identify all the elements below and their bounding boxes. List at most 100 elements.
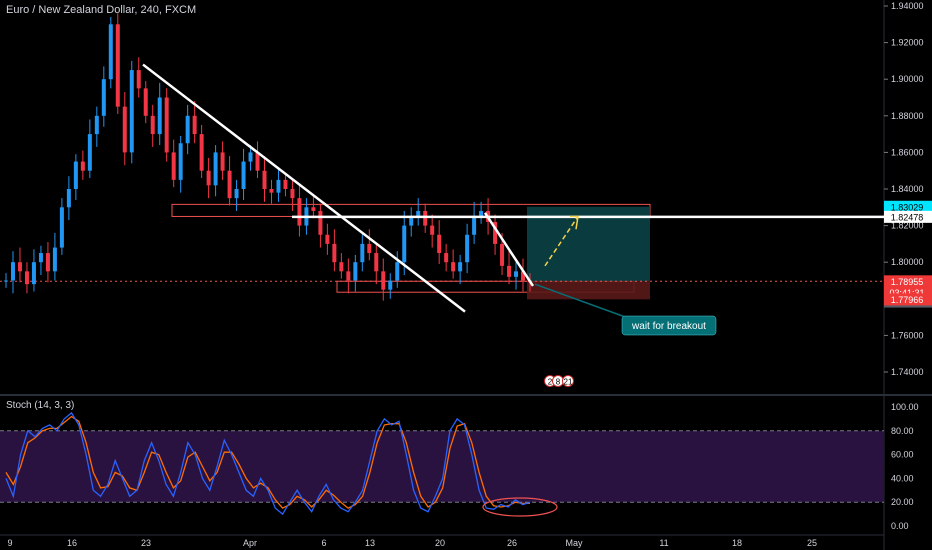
- candle-body: [17, 262, 22, 272]
- candle-body: [297, 198, 302, 226]
- stop-loss-zone: [527, 281, 650, 300]
- candle-body: [10, 262, 15, 281]
- candle-body: [31, 262, 36, 285]
- candle-body: [472, 216, 477, 235]
- candle-body: [332, 243, 337, 263]
- candle-body: [122, 106, 127, 153]
- price-tick-label: 1.92000: [891, 38, 924, 48]
- price-tick-label: 1.84000: [891, 184, 924, 194]
- candle-body: [38, 253, 43, 263]
- stoch-tick-label: 100.00: [891, 402, 919, 412]
- price-label: 1.82478: [891, 212, 924, 222]
- event-badge-label: 21: [564, 378, 573, 387]
- candle-body: [311, 207, 316, 211]
- callout-box: [621, 315, 717, 336]
- candle-body: [430, 225, 435, 235]
- candle-body: [479, 210, 484, 217]
- candle-body: [213, 152, 218, 186]
- price-label: 03:41:31: [889, 288, 924, 298]
- stoch-tick-label: 20.00: [891, 497, 914, 507]
- candle-body: [87, 134, 92, 171]
- candle-body: [283, 179, 288, 189]
- candle-body: [507, 265, 512, 277]
- descending-trendline: [142, 63, 466, 313]
- price-label: 1.77966: [891, 295, 924, 305]
- candle-body: [73, 161, 78, 189]
- time-tick-label: 26: [507, 538, 517, 548]
- candle-body: [388, 280, 393, 290]
- candle-body: [381, 271, 386, 290]
- candle-body: [395, 262, 400, 281]
- event-badge: [562, 375, 574, 387]
- candle-body: [80, 161, 85, 171]
- candle-body: [325, 234, 330, 244]
- candle-body: [52, 247, 57, 272]
- stoch-overbought-oversold-band: [0, 430, 884, 503]
- candle-body: [59, 207, 64, 248]
- candle-body: [136, 70, 141, 89]
- candle-body: [94, 115, 99, 135]
- price-tick-label: 1.80000: [891, 257, 924, 267]
- candle-body: [339, 262, 344, 272]
- candle-body: [458, 262, 463, 272]
- price-tick-label: 1.88000: [891, 111, 924, 121]
- stoch-tick-label: 40.00: [891, 473, 914, 483]
- candle-body: [521, 271, 526, 281]
- stoch-highlight-ellipse: [482, 497, 558, 517]
- candle-body: [360, 243, 365, 263]
- event-badge-label: 8: [556, 378, 561, 387]
- candle-body: [248, 152, 253, 162]
- candle-body: [178, 143, 183, 180]
- candle-body: [276, 179, 281, 193]
- chart-title: Euro / New Zealand Dollar, 240, FXCM: [6, 4, 197, 16]
- price-label-bg: [884, 210, 932, 223]
- projection-arrow: [544, 216, 579, 267]
- candle-body: [423, 210, 428, 226]
- candle-body: [465, 234, 470, 263]
- stoch-tick-label: 60.00: [891, 450, 914, 460]
- price-tick-label: 1.74000: [891, 367, 924, 377]
- candle-body: [234, 189, 239, 199]
- candle-body: [220, 152, 225, 171]
- candle-body: [108, 24, 113, 80]
- time-tick-label: 6: [321, 538, 326, 548]
- candle-body: [402, 225, 407, 263]
- candle-body: [367, 243, 372, 254]
- candle-body: [45, 253, 50, 272]
- candle-body: [206, 170, 211, 186]
- candle-body: [171, 152, 176, 180]
- candle-body: [24, 271, 29, 285]
- time-tick-label: May: [565, 538, 583, 548]
- time-tick-label: 9: [7, 538, 12, 548]
- candle-body: [353, 262, 358, 281]
- candle-body: [227, 170, 232, 199]
- callout-text: wait for breakout: [631, 321, 706, 332]
- candle-body: [262, 170, 267, 189]
- price-label: 1.83029: [891, 202, 924, 212]
- stoch-tick-label: 80.00: [891, 426, 914, 436]
- price-tick-label: 1.94000: [891, 1, 924, 11]
- price-label-bg: [884, 293, 932, 306]
- candle-body: [437, 234, 442, 254]
- candle-body: [129, 70, 134, 153]
- candle-body: [493, 221, 498, 244]
- candle-body: [192, 115, 197, 135]
- price-tick-label: 1.86000: [891, 147, 924, 157]
- price-label-bg: [884, 200, 932, 213]
- stoch-k-line: [5, 411, 531, 516]
- time-tick-label: 13: [365, 538, 375, 548]
- candle-body: [500, 243, 505, 266]
- candle-body: [374, 253, 379, 272]
- candle-body: [241, 161, 246, 189]
- time-tick-label: 25: [807, 538, 817, 548]
- candle-body: [66, 189, 71, 208]
- price-label-bg: [884, 275, 932, 288]
- stoch-tick-label: 0.00: [891, 521, 909, 531]
- candle-body: [444, 253, 449, 263]
- candle-body: [115, 24, 120, 107]
- candle-body: [101, 79, 106, 116]
- price-label: 1.78955: [891, 277, 924, 287]
- event-badge-label: 2: [548, 378, 553, 387]
- candle-body: [290, 189, 295, 199]
